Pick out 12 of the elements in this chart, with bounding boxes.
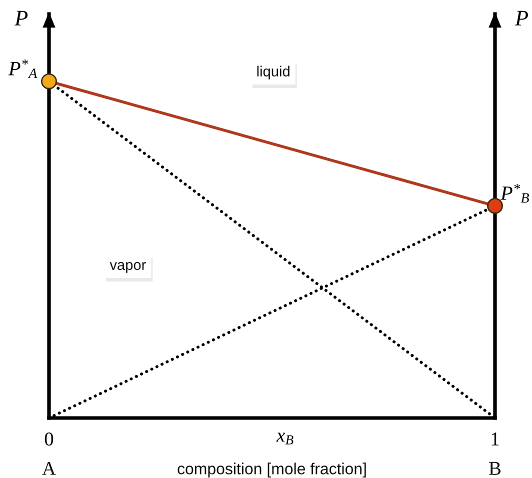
text: A xyxy=(42,462,56,475)
text: composition [mole fraction] xyxy=(178,462,366,478)
x-tick-label: 1 xyxy=(492,432,499,446)
y-axis-title: P xyxy=(14,10,28,26)
annotation: P$^{*}$$_{A}$ xyxy=(8,59,38,78)
annotation: vapor xyxy=(110,262,146,273)
x-tick-label: 0 xyxy=(44,432,54,446)
text: B xyxy=(489,462,501,475)
text: liquid xyxy=(257,66,290,80)
y2-axis-title: P xyxy=(514,10,528,26)
annotation: P$^{*}$$_{B}$ xyxy=(500,184,529,203)
x-axis-title: x$_{B}$ xyxy=(276,432,294,444)
